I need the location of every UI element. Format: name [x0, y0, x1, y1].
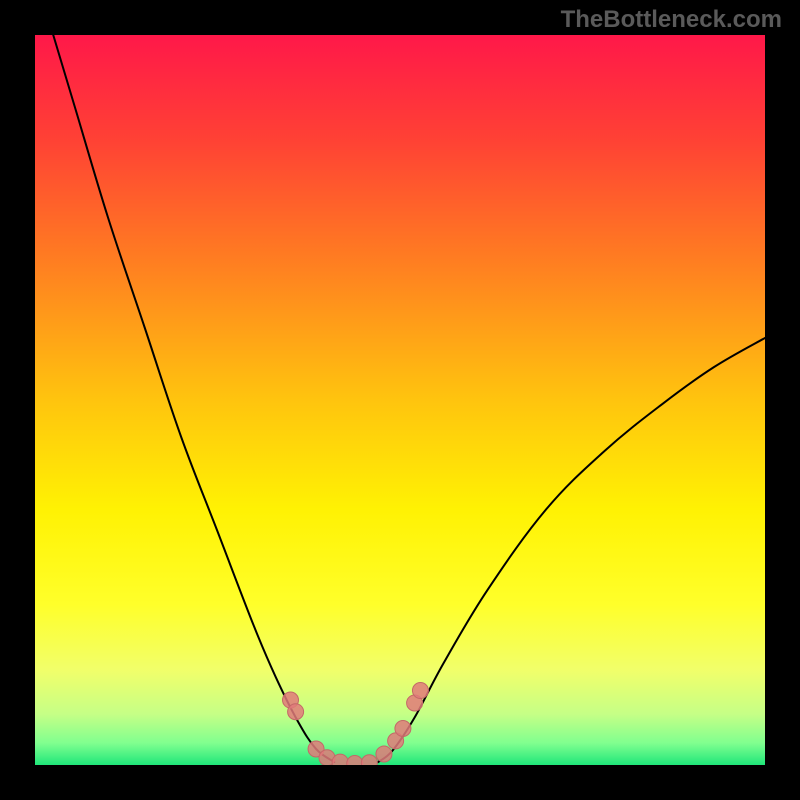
curve-left-branch [53, 35, 334, 762]
valley-marker [407, 695, 423, 711]
curve-overlay [35, 35, 765, 765]
plot-area [35, 35, 765, 765]
valley-markers [283, 683, 429, 765]
valley-marker [308, 741, 324, 757]
valley-marker [388, 733, 404, 749]
curve-right-branch [378, 338, 765, 762]
valley-marker [283, 692, 299, 708]
watermark-text: TheBottleneck.com [561, 6, 782, 34]
valley-marker [412, 683, 428, 699]
valley-marker [347, 756, 363, 765]
valley-marker [288, 704, 304, 720]
valley-marker [376, 746, 392, 762]
valley-marker [319, 750, 335, 765]
valley-marker [395, 721, 411, 737]
chart-frame: TheBottleneck.com [0, 0, 800, 800]
valley-marker [332, 754, 348, 765]
valley-marker [361, 755, 377, 765]
